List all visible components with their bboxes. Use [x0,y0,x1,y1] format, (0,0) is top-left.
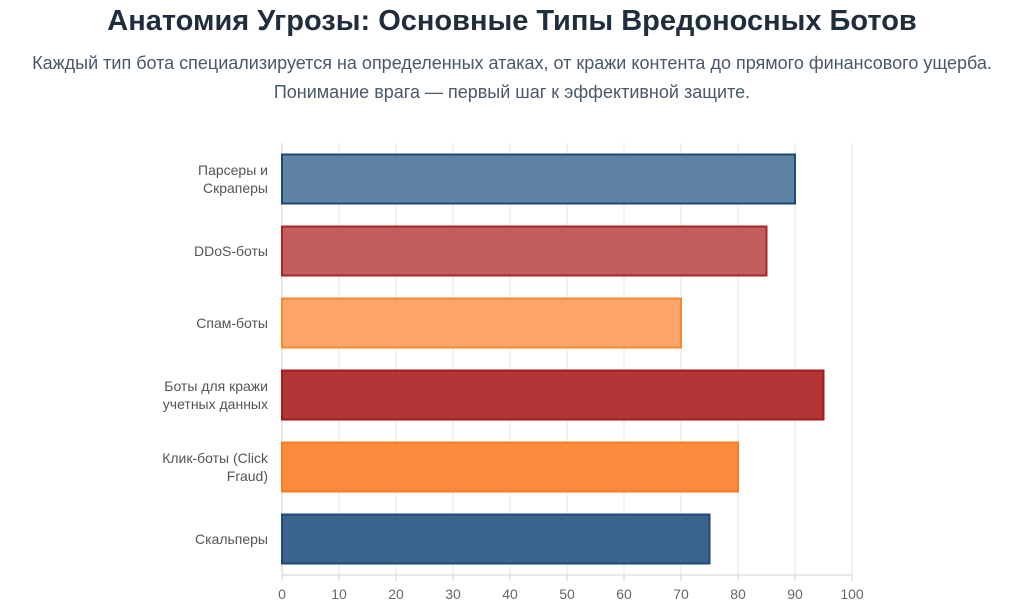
x-tick-label: 90 [787,586,803,602]
chart-subtitle: Каждый тип бота специализируется на опре… [32,53,992,102]
x-tick-label: 60 [616,586,632,602]
x-tick-label: 10 [331,586,347,602]
x-tick-label: 80 [730,586,746,602]
x-tick-label: 100 [840,586,864,602]
x-tick-label: 50 [559,586,575,602]
bar [281,369,825,421]
y-tick-label: DDoS-боты [194,243,268,259]
y-tick-label: Скальперы [195,531,268,547]
y-tick-label: Парсеры и [198,162,268,178]
x-tick-label: 30 [445,586,461,602]
bar [281,513,711,565]
bar [281,153,796,205]
bar [281,297,682,349]
chart-title: Анатомия Угрозы: Основные Типы Вредоносн… [107,5,917,37]
y-tick-label: Боты для кражи [164,378,268,394]
chart-header: Анатомия Угрозы: Основные Типы Вредоносн… [0,0,1024,107]
x-tick-label: 0 [278,586,286,602]
bar [281,225,768,277]
bar [281,441,739,493]
y-tick-label: Скраперы [203,180,268,196]
x-tick-label: 70 [673,586,689,602]
x-tick-label: 40 [502,586,518,602]
y-tick-label: Клик-боты (Click [162,450,269,466]
y-tick-label: Спам-боты [196,315,268,331]
y-tick-label: учетных данных [163,396,268,412]
y-tick-label: Fraud) [227,468,268,484]
x-tick-label: 20 [388,586,404,602]
